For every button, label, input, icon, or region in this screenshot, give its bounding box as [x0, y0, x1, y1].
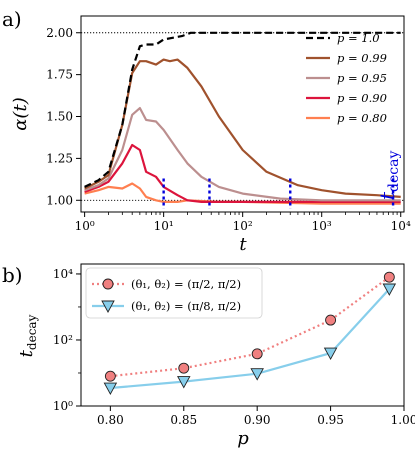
y-tick-label: 2.00 — [46, 26, 73, 40]
panel-b-label: b) — [2, 263, 23, 287]
legend-label-3: p = 0.90 — [337, 91, 387, 105]
x-tick-label: 10⁴ — [391, 219, 411, 233]
legend-label-0: p = 1.0 — [337, 31, 380, 45]
series-line-2 — [84, 106, 401, 202]
panel-b-x-ticks: 0.80 0.85 0.90 0.95 1.00 — [97, 406, 415, 427]
b-x-tick-label: 0.95 — [317, 413, 344, 427]
panel-b-ylabel-sub: decay — [25, 314, 39, 350]
b-point-0-2 — [251, 348, 263, 360]
panel-b-legend: (θ₁, θ₂) = (π/2, π/2) (θ₁, θ₂) = (π/8, π/… — [85, 267, 263, 319]
b-point-1-3 — [323, 347, 338, 361]
legend-label-1: p = 0.99 — [337, 51, 387, 65]
panel-b-xlabel: p — [237, 428, 249, 449]
b-y-tick-label: 10² — [53, 333, 73, 347]
b-y-tick-label: 10⁰ — [53, 399, 73, 413]
b-x-tick-label: 1.00 — [391, 413, 415, 427]
panel-a-xlabel: t — [239, 234, 247, 255]
panel-a-x-ticks: 10⁰ 10¹ 10² 10³ 10⁴ — [75, 212, 411, 233]
b-x-tick-label: 0.80 — [97, 413, 124, 427]
panel-a-series — [84, 31, 401, 205]
b-point-1-1 — [177, 376, 191, 389]
t-decay-annotation-main: t — [375, 191, 399, 200]
panel-b-frame — [80, 263, 405, 407]
b-point-0-0 — [104, 370, 116, 382]
y-tick-label: 1.00 — [46, 193, 73, 207]
b-point-0-3 — [325, 314, 337, 326]
b-legend-box — [85, 267, 263, 319]
y-tick-label: 1.25 — [46, 151, 73, 165]
x-tick-label: 10⁰ — [75, 219, 95, 233]
panel-b-y-ticks: 10⁰ 10² 10⁴ — [53, 267, 81, 413]
panel-a-legend: p = 1.0 p = 0.99 p = 0.95 p = 0.90 p = 0.80 — [306, 31, 387, 125]
panel-b-ylabel: tdecay — [16, 314, 39, 357]
panel-b-ylabel-main: t — [16, 349, 37, 357]
series-line-0 — [84, 31, 401, 188]
b-y-tick-label: 10⁴ — [53, 267, 73, 281]
b-x-tick-label: 0.85 — [170, 413, 197, 427]
b-point-1-0 — [103, 382, 118, 395]
b-point-0-4 — [383, 271, 395, 283]
b-point-0-1 — [178, 362, 190, 374]
series-line-3 — [84, 143, 401, 203]
panel-a-decay-markers — [162, 178, 395, 209]
b-legend-label-0: (θ₁, θ₂) = (π/2, π/2) — [131, 277, 241, 291]
panel-a: a) 10⁰ 10¹ 10² 10³ 10⁴ 1.001.251.501.752.00 … — [2, 7, 411, 255]
panel-b: b) 0.80 0.85 0.90 0.95 1.00 10⁰ 10² 10⁴ p tdec… — [2, 263, 415, 449]
panel-a-y-ticks: 1.00 1.25 1.50 1.75 2.00 — [46, 26, 81, 207]
panel-a-label: a) — [2, 7, 22, 31]
legend-label-4: p = 0.80 — [337, 111, 387, 125]
b-legend-marker-1 — [101, 300, 115, 313]
legend-label-2: p = 0.95 — [337, 71, 387, 85]
panel-a-ylabel: α(t) — [10, 97, 31, 130]
y-tick-label: 1.50 — [46, 110, 73, 124]
x-tick-label: 10¹ — [154, 219, 174, 233]
b-x-tick-label: 0.90 — [244, 413, 271, 427]
t-decay-annotation: tdecay — [375, 151, 402, 200]
panel-b-series — [103, 271, 397, 395]
t-decay-annotation-sub: decay — [386, 151, 402, 192]
x-tick-label: 10² — [233, 219, 253, 233]
b-legend-marker-0 — [102, 278, 114, 290]
b-point-1-2 — [250, 368, 264, 381]
y-tick-label: 1.75 — [46, 68, 73, 82]
b-legend-label-1: (θ₁, θ₂) = (π/8, π/2) — [131, 299, 241, 313]
x-tick-label: 10³ — [312, 219, 332, 233]
b-point-1-4 — [382, 283, 397, 296]
